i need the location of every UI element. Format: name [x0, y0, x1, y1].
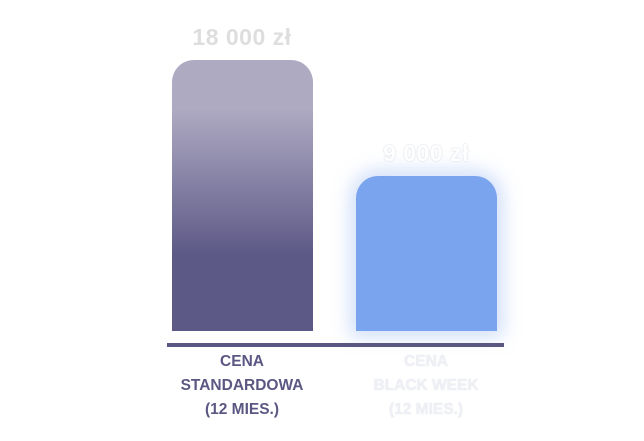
- bar-standard-price: [172, 60, 313, 331]
- category-label-line: CENA: [220, 353, 264, 370]
- bar-black-week-price: [356, 175, 497, 331]
- category-label-line: (12 MIES.): [388, 401, 464, 418]
- category-label-line: STANDARDOWA: [180, 377, 304, 394]
- category-label-line: (12 MIES.): [204, 401, 280, 418]
- category-label-black-week: CENA BLACK WEEK (12 MIES.): [326, 350, 526, 422]
- x-axis-line: [167, 343, 504, 347]
- data-label-standard-price: 18 000 zł: [192, 24, 292, 50]
- data-label-black-week-price: 9 000 zł: [383, 139, 469, 166]
- category-label-line: CENA: [404, 353, 448, 370]
- category-label-line: BLACK WEEK: [373, 377, 479, 394]
- category-label-standard: CENA STANDARDOWA (12 MIES.): [142, 350, 342, 422]
